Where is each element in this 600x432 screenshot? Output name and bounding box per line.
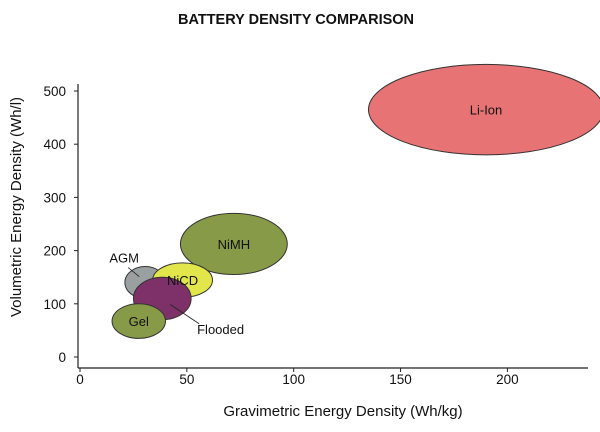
series-labels: Li-Ion NiMH AGM NiCD Flooded Gel — [109, 103, 502, 337]
nimh-ellipse — [179, 212, 288, 276]
chart-title: BATTERY DENSITY COMPARISON — [178, 12, 414, 28]
nicd-label: NiCD — [167, 273, 198, 288]
gel-ellipse — [111, 303, 166, 339]
x-tick-label: 0 — [76, 372, 84, 387]
y-tick-label: 100 — [43, 297, 66, 312]
y-tick-label: 0 — [58, 350, 66, 365]
x-tick-label: 200 — [496, 372, 519, 387]
plot-area — [111, 63, 600, 339]
nimh-label: NiMH — [218, 237, 251, 252]
li-ion-label: Li-Ion — [470, 103, 503, 118]
y-tick-label: 200 — [43, 244, 66, 259]
y-axis-ticks: 0 100 200 300 400 500 — [43, 84, 78, 365]
gel-label: Gel — [129, 314, 149, 329]
flooded-leader-line — [170, 304, 200, 325]
x-tick-label: 100 — [282, 372, 305, 387]
x-axis-label: Gravimetric Energy Density (Wh/kg) — [223, 403, 462, 420]
y-tick-label: 400 — [43, 137, 66, 152]
y-axis-label: Volumetric Energy Density (Wh/l) — [8, 97, 25, 317]
li-ion-ellipse — [368, 63, 600, 156]
y-tick-label: 500 — [43, 84, 66, 99]
x-tick-label: 150 — [389, 372, 412, 387]
x-tick-label: 50 — [179, 372, 194, 387]
flooded-label: Flooded — [197, 322, 244, 337]
agm-leader-line — [127, 267, 140, 277]
x-axis-ticks: 0 50 100 150 200 — [76, 368, 519, 387]
y-tick-label: 300 — [43, 190, 66, 205]
agm-label: AGM — [109, 251, 139, 266]
